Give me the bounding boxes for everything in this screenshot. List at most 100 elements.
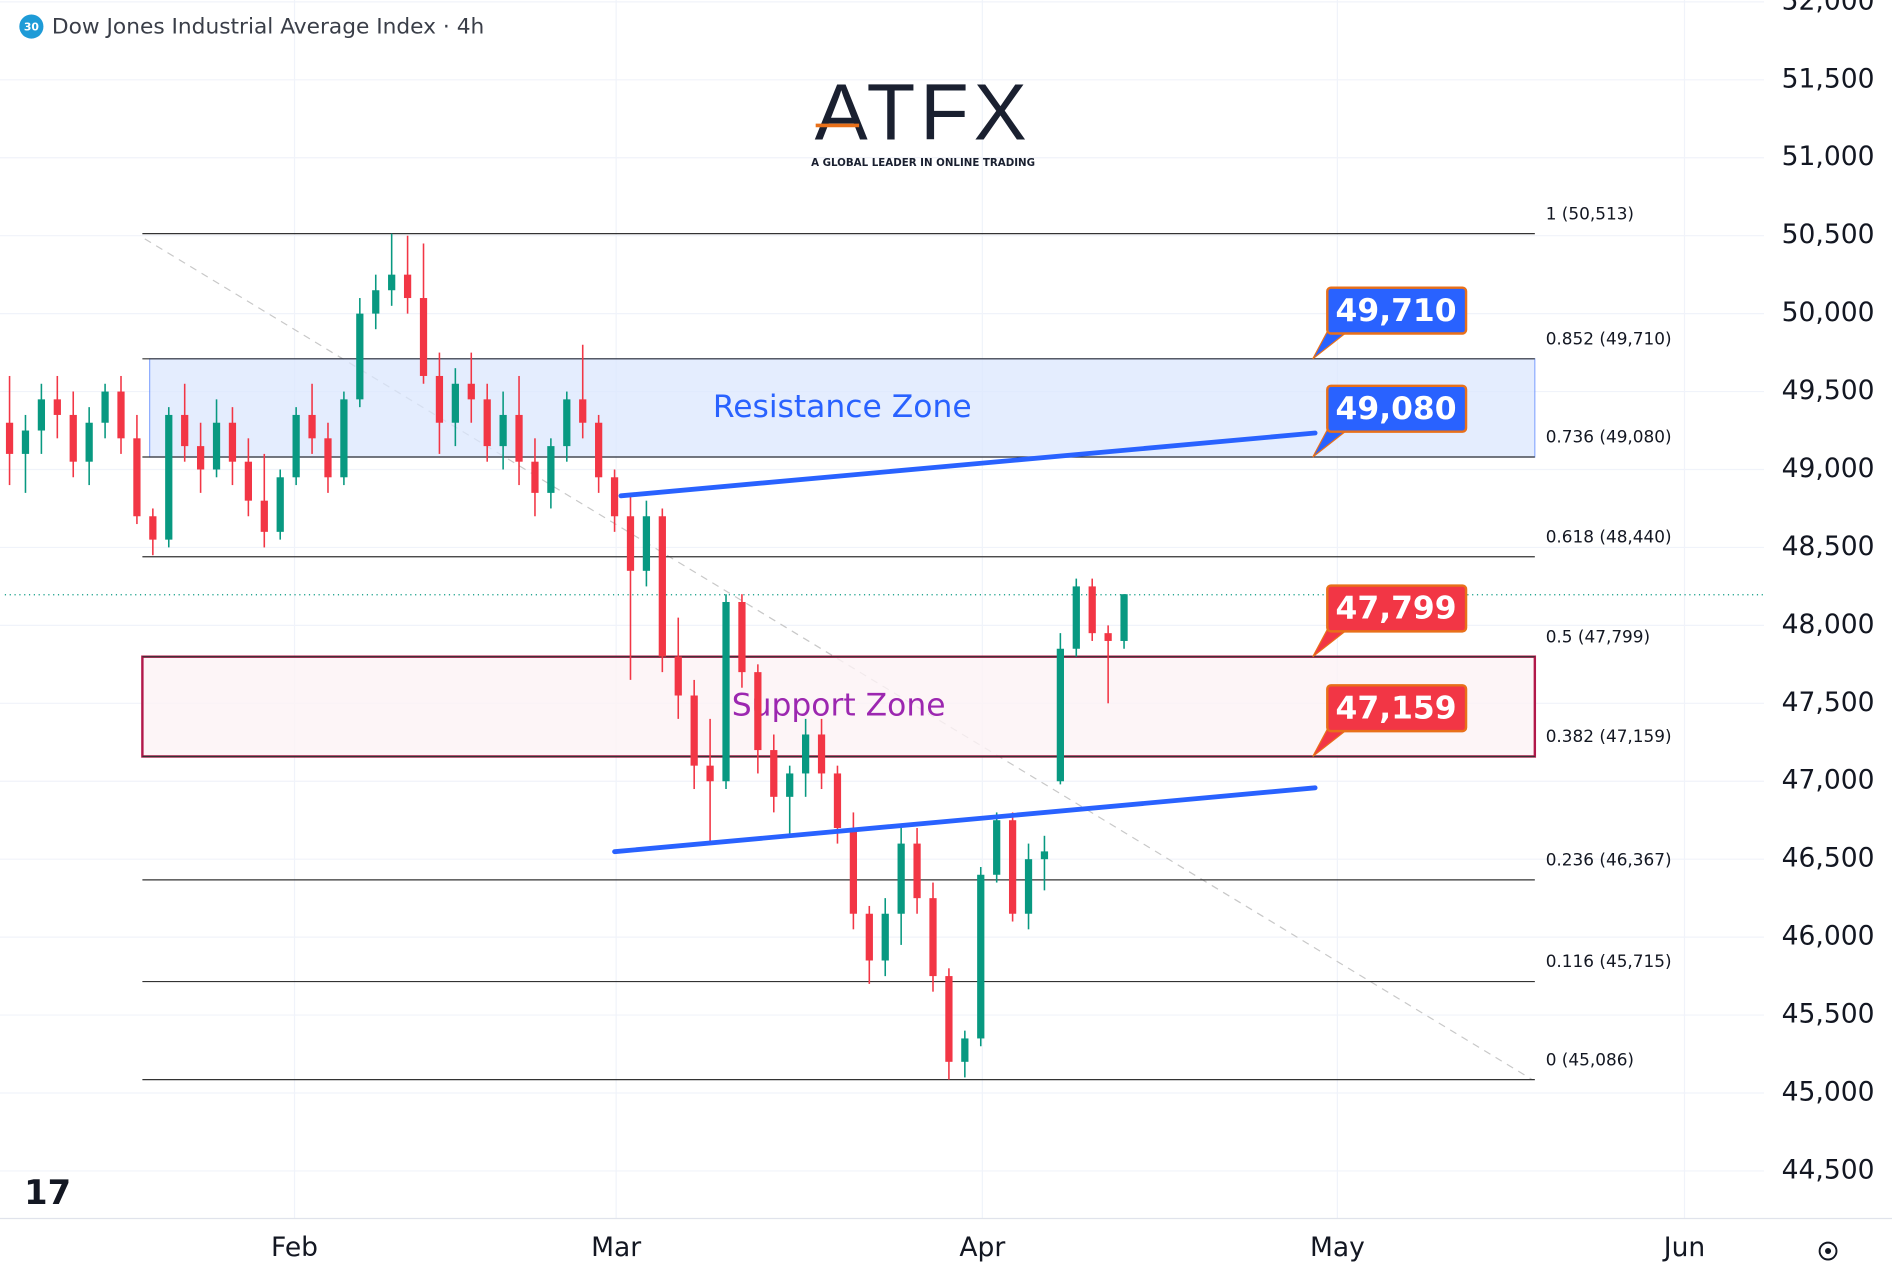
candle-body [817, 734, 826, 774]
candle-body [21, 430, 30, 454]
candle-body [1088, 586, 1096, 634]
candle-body [356, 313, 364, 400]
candle-body [324, 438, 332, 478]
callout-label: 47,799 [1336, 591, 1457, 627]
zone-label: Resistance Zone [713, 389, 972, 425]
price-axis-bg [1764, 0, 1892, 1280]
candle-body [881, 913, 889, 961]
fib-label: 0.236 (46,367) [1546, 850, 1672, 870]
callout-box [1326, 286, 1468, 335]
candle-body [1040, 851, 1049, 860]
candle-body [515, 414, 523, 462]
candle-body [260, 500, 268, 532]
y-tick-label: 44,500 [1782, 1154, 1875, 1185]
candle-body [467, 383, 475, 400]
candle-body [372, 290, 380, 314]
candle-body [435, 375, 444, 423]
zones: Resistance Zone Support Zone [141, 358, 1537, 758]
candle-body [37, 399, 46, 431]
candle-body [133, 438, 141, 517]
candle-body [1120, 594, 1128, 641]
fib-label: 0.5 (47,799) [1546, 626, 1650, 646]
candle-body [961, 1038, 969, 1062]
candle-body [658, 516, 666, 657]
logo-tagline: A GLOBAL LEADER IN ONLINE TRADING [811, 157, 1035, 169]
x-tick-label: Apr [959, 1232, 1005, 1263]
y-tick-label: 50,000 [1782, 297, 1875, 328]
candle-body [706, 765, 714, 782]
candle-body [674, 656, 682, 696]
candle-body [181, 414, 189, 447]
candle-body [388, 274, 396, 291]
candle-body [563, 399, 571, 447]
y-tick-label: 47,500 [1782, 687, 1875, 718]
badge [19, 14, 44, 39]
settings-icon-dot [1825, 1248, 1832, 1255]
candle-body [913, 843, 921, 899]
candle-body [212, 422, 221, 470]
candle-body [865, 913, 873, 961]
candle-body [403, 274, 412, 299]
y-tick-label: 52,000 [1782, 0, 1875, 16]
fib-label: 1 (50,513) [1546, 203, 1634, 223]
candle-body [228, 422, 237, 462]
y-tick-label: 47,000 [1782, 765, 1875, 796]
candle-body [1104, 633, 1112, 641]
y-tick-label: 51,000 [1782, 141, 1875, 172]
badge-text: 30 [24, 21, 40, 34]
callout-box [1326, 684, 1468, 733]
candle-body [276, 477, 284, 532]
candle-body [626, 516, 635, 571]
callouts: 49,710 49,080 47,799 47,159 [1312, 286, 1468, 757]
candle-body [802, 734, 810, 774]
candle-body [690, 695, 698, 766]
candle-body [977, 874, 985, 1039]
x-tick-label: Feb [271, 1232, 318, 1263]
candle-body [531, 461, 539, 493]
y-tick-label: 46,000 [1782, 921, 1875, 952]
y-tick-label: 51,500 [1782, 63, 1875, 94]
y-tick-label: 49,000 [1782, 453, 1875, 484]
settings-icon[interactable] [1818, 1241, 1838, 1261]
chart-title: Dow Jones Industrial Average Index · 4h [52, 15, 484, 40]
candle-body [292, 414, 300, 478]
candle-body [1072, 586, 1080, 649]
candle-body [69, 414, 77, 462]
fib-label: 0.852 (49,710) [1546, 329, 1672, 349]
candle-body [897, 843, 905, 914]
candle-body [770, 750, 778, 797]
callout-label: 47,159 [1336, 690, 1457, 726]
candle-body [833, 773, 842, 829]
candle-body [849, 828, 858, 914]
candle-body [165, 414, 173, 540]
candle-body [196, 446, 205, 470]
fib-label: 0.618 (48,440) [1546, 526, 1672, 546]
candle-body [595, 422, 603, 478]
x-tick-label: May [1310, 1232, 1365, 1263]
callout-label: 49,710 [1336, 293, 1457, 329]
callout-box [1326, 384, 1468, 433]
y-tick-label: 48,000 [1782, 609, 1875, 640]
candle-body [53, 399, 61, 415]
y-tick-label: 45,000 [1782, 1076, 1875, 1107]
y-tick-label: 48,500 [1782, 531, 1875, 562]
candle-body [754, 672, 762, 751]
candle-body [722, 601, 730, 782]
fib-label: 0.116 (45,715) [1546, 951, 1672, 971]
candle-body [738, 601, 746, 673]
fib-label: 0.736 (49,080) [1546, 427, 1672, 447]
candle-body [1024, 859, 1033, 914]
candle-body [244, 461, 252, 501]
candle-body [1008, 820, 1017, 914]
trendline [618, 430, 1318, 499]
fib-label: 0 (45,086) [1546, 1049, 1634, 1069]
y-tick-label: 50,500 [1782, 219, 1875, 250]
fib-levels: 1 (50,513) 0.852 (49,710) 0.736 (49,080) 0.… [142, 203, 1672, 1081]
candle-body [642, 516, 651, 571]
x-tick-label: Jun [1662, 1232, 1705, 1263]
y-tick-label: 45,500 [1782, 999, 1875, 1030]
candle-body [993, 820, 1001, 875]
candle-body [308, 414, 316, 439]
